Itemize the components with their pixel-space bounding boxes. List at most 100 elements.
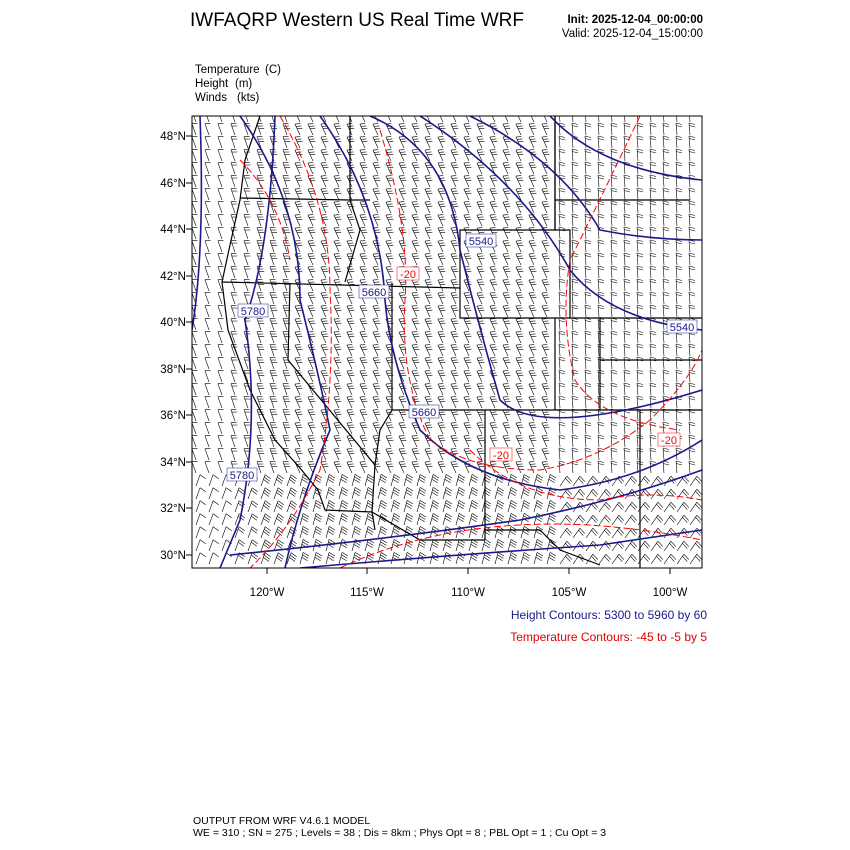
wind-barb: [437, 136, 446, 149]
wind-barb: [610, 174, 618, 188]
wind-barb: [528, 344, 537, 357]
wind-barb: [192, 279, 198, 292]
wind-barb: [598, 540, 612, 552]
wind-barb: [701, 123, 702, 127]
wind-barb: [359, 383, 368, 396]
wind-barb: [411, 396, 420, 409]
wind-barb: [364, 539, 375, 552]
wind-barb: [528, 266, 537, 279]
wind-barb: [424, 227, 433, 240]
wind-barb: [230, 201, 238, 214]
wind-barb: [623, 122, 631, 136]
wind-barb: [528, 227, 537, 240]
wind-barb: [424, 331, 433, 344]
wind-barb: [584, 291, 592, 305]
wind-barb: [481, 487, 492, 500]
wind-barb: [688, 239, 696, 253]
wind-barb: [662, 200, 670, 214]
wind-barb: [701, 344, 702, 348]
wind-barb: [541, 175, 550, 188]
wind-barb: [338, 474, 349, 487]
wind-barb: [351, 513, 362, 526]
wind-barb: [403, 487, 414, 500]
wind-barb: [217, 422, 224, 435]
wind-barb: [269, 240, 278, 253]
wind-barb: [385, 435, 394, 448]
wind-barb: [558, 369, 566, 383]
wind-barb: [675, 356, 683, 370]
wind-barb: [437, 292, 446, 305]
wind-barb: [649, 200, 657, 214]
wind-barb: [528, 279, 537, 292]
wind-barb: [320, 123, 329, 136]
wind-barb: [597, 317, 605, 331]
wind-barb: [450, 370, 459, 383]
wind-barb: [649, 252, 657, 266]
wind-barb: [294, 318, 303, 331]
wind-barb: [572, 527, 586, 539]
wind-barb: [649, 187, 657, 201]
wind-barb: [346, 370, 355, 383]
wind-barb: [333, 357, 342, 370]
wind-barb: [403, 474, 414, 487]
wind-barb: [333, 344, 342, 357]
wind-barb: [701, 331, 702, 335]
wind-barb: [571, 200, 579, 214]
wind-barb: [662, 408, 670, 422]
wind-barb: [424, 240, 433, 253]
wind-barb: [256, 448, 265, 461]
wind-barb: [489, 396, 498, 409]
wind-barb: [429, 474, 440, 487]
wind-barb: [411, 201, 420, 214]
wind-barb: [217, 396, 224, 409]
wind-barb: [411, 292, 420, 305]
wind-barb: [637, 514, 651, 526]
wind-barb: [636, 200, 644, 214]
wind-barb: [558, 317, 566, 331]
wind-barb: [507, 500, 518, 513]
wind-barb: [307, 461, 316, 474]
wind-barb: [636, 356, 644, 370]
wind-barb: [610, 356, 618, 370]
wind-barb: [230, 266, 238, 279]
wind-barb: [269, 292, 278, 305]
wind-barb: [623, 291, 631, 305]
wind-barb: [502, 396, 511, 409]
wind-barb: [541, 422, 550, 435]
wind-barbs: [192, 116, 702, 565]
wind-barb: [515, 461, 524, 474]
wind-barb: [411, 461, 420, 474]
wind-barb: [610, 122, 618, 136]
wind-barb: [541, 266, 550, 279]
wind-barb: [476, 279, 485, 292]
wind-barb: [611, 514, 625, 526]
wind-barb: [312, 513, 323, 526]
contour-label: -20: [493, 450, 509, 462]
wind-barb: [299, 513, 310, 526]
wind-barb: [325, 526, 336, 539]
wind-barb: [195, 526, 206, 539]
wind-barb: [294, 162, 303, 175]
wind-barb: [437, 370, 446, 383]
wind-barb: [571, 317, 579, 331]
wind-barb: [333, 305, 342, 318]
wind-barb: [269, 461, 278, 474]
wind-barb: [385, 422, 394, 435]
wind-barb: [217, 175, 224, 188]
wind-barb: [598, 488, 612, 500]
wind-barb: [636, 122, 644, 136]
wind-barb: [204, 448, 211, 461]
wind-barb: [528, 331, 537, 344]
wind-barb: [385, 253, 394, 266]
wind-barb: [476, 305, 485, 318]
wind-barb: [650, 514, 664, 526]
wind-barb: [624, 527, 638, 539]
wind-barb: [528, 175, 537, 188]
wind-barb: [528, 396, 537, 409]
wind-barb: [515, 136, 524, 149]
wind-barb: [662, 395, 670, 409]
wind-barb: [351, 500, 362, 513]
wind-barb: [208, 526, 219, 539]
wind-barb: [476, 422, 485, 435]
wind-barb: [256, 201, 265, 214]
